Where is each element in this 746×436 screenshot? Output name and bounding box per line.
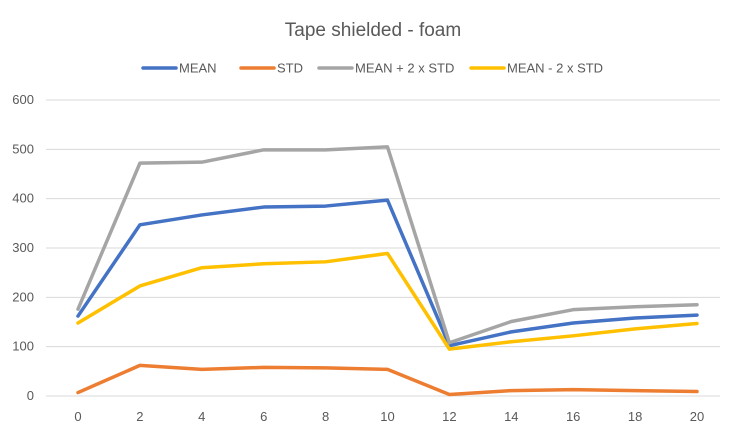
legend-item: MEAN + 2 x STD xyxy=(317,61,454,76)
y-tick-label: 500 xyxy=(12,141,34,156)
series-line-3 xyxy=(76,145,699,345)
legend-label: STD xyxy=(277,61,303,76)
legend-item: MEAN - 2 x STD xyxy=(469,61,603,76)
y-tick-label: 300 xyxy=(12,240,34,255)
x-tick-label: 18 xyxy=(628,409,642,424)
x-tick-label: 2 xyxy=(136,409,143,424)
x-tick-label: 12 xyxy=(442,409,456,424)
x-tick-label: 20 xyxy=(690,409,704,424)
y-tick-label: 600 xyxy=(12,92,34,107)
legend-label: MEAN + 2 x STD xyxy=(355,61,454,76)
legend-label: MEAN - 2 x STD xyxy=(507,61,603,76)
y-tick-label: 200 xyxy=(12,289,34,304)
x-tick-label: 0 xyxy=(74,409,81,424)
y-tick-label: 100 xyxy=(12,339,34,354)
series-line-4 xyxy=(76,251,699,351)
x-tick-label: 14 xyxy=(504,409,518,424)
x-tick-label: 16 xyxy=(566,409,580,424)
series-line-2 xyxy=(76,363,699,397)
x-tick-label: 6 xyxy=(260,409,267,424)
series-lines xyxy=(76,145,699,397)
legend-item: STD xyxy=(239,61,303,76)
x-tick-label: 10 xyxy=(380,409,394,424)
x-tick-label: 8 xyxy=(322,409,329,424)
y-tick-label: 0 xyxy=(27,388,34,403)
x-tick-label: 4 xyxy=(198,409,205,424)
legend-label: MEAN xyxy=(179,61,217,76)
chart-title: Tape shielded - foam xyxy=(285,20,461,41)
y-axis-ticks: 0 100 200 300 400 500 600 xyxy=(12,92,34,403)
series-line-1 xyxy=(76,198,699,348)
x-axis-ticks: 0 2 4 6 8 10 12 14 16 18 20 xyxy=(74,409,704,424)
gridlines xyxy=(46,99,720,397)
legend-item: MEAN xyxy=(141,61,217,76)
y-tick-label: 400 xyxy=(12,191,34,206)
legend: MEAN STD MEAN + 2 x STD MEAN - 2 x STD xyxy=(141,61,603,76)
